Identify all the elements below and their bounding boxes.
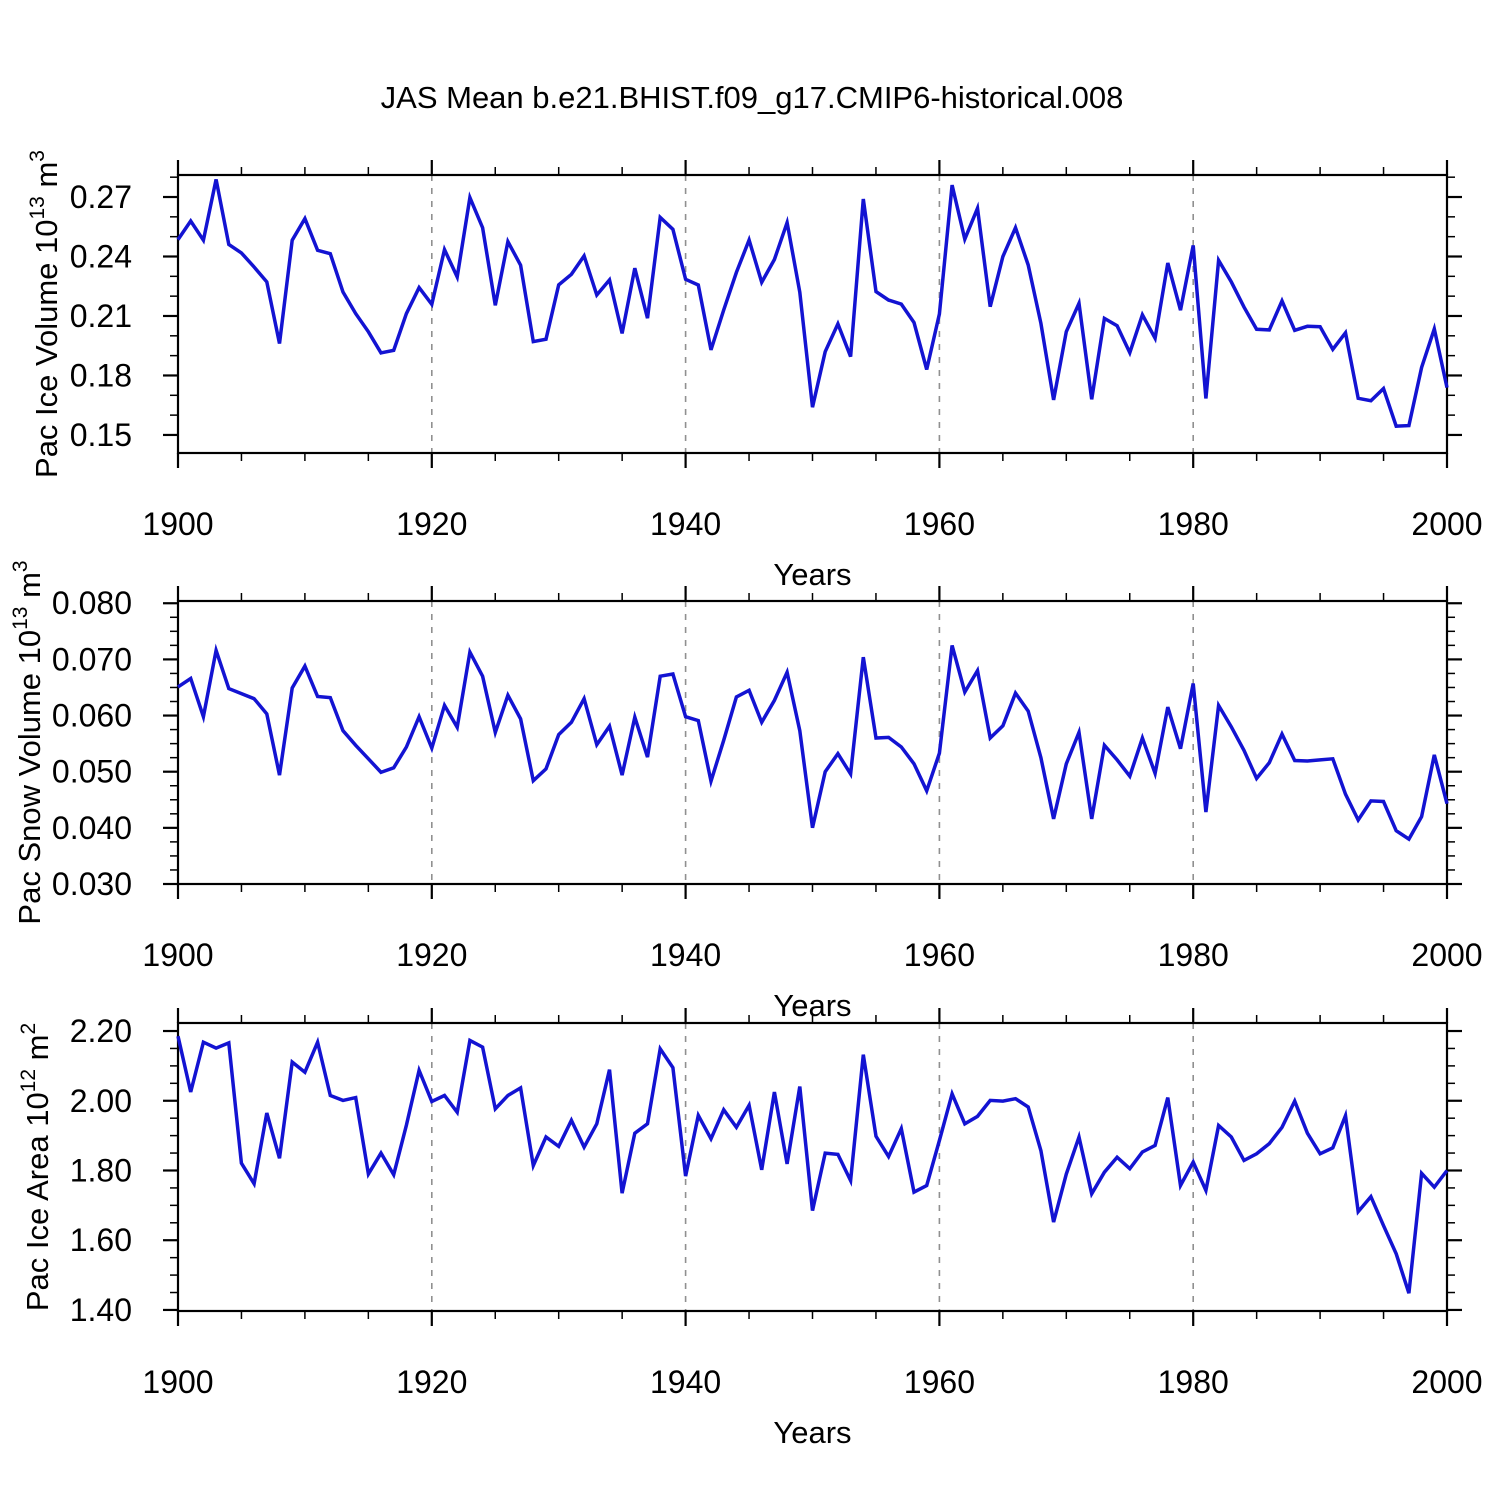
y-tick-label: 0.080 — [52, 585, 132, 621]
x-tick-label: 1980 — [1158, 506, 1229, 542]
y-axis-title-base: Pac Ice Volume 10 — [29, 219, 64, 478]
chart-title: JAS Mean b.e21.BHIST.f09_g17.CMIP6-histo… — [381, 80, 1124, 115]
y-tick-label: 0.15 — [70, 417, 132, 453]
y-axis-title-unit: m — [20, 1035, 55, 1069]
x-tick-label: 2000 — [1411, 506, 1482, 542]
x-tick-label: 1900 — [142, 506, 213, 542]
y-tick-label: 0.070 — [52, 641, 132, 677]
y-axis-title-exponent: 12 — [17, 1069, 40, 1092]
y-axis-title-base: Pac Ice Area 10 — [20, 1092, 55, 1311]
x-tick-label: 1980 — [1158, 1364, 1229, 1400]
x-tick-label: 1960 — [904, 506, 975, 542]
x-tick-label: 1900 — [142, 937, 213, 973]
y-tick-label: 0.18 — [70, 357, 132, 393]
x-axis-title: Years — [773, 1415, 851, 1450]
y-tick-label: 1.60 — [70, 1222, 132, 1258]
y-tick-label: 1.80 — [70, 1152, 132, 1188]
y-tick-label: 0.030 — [52, 866, 132, 902]
x-tick-label: 1960 — [904, 1364, 975, 1400]
x-tick-label: 1920 — [396, 937, 467, 973]
y-axis-title-unit: m — [29, 162, 64, 196]
x-tick-label: 1980 — [1158, 937, 1229, 973]
panel-ice-area: 1.40 1.60 1.80 2.00 2.20 1900 1920 1940 1960 1980… — [17, 1008, 1483, 1450]
y-tick-label: 1.40 — [70, 1292, 132, 1328]
panel-snow-volume: 0.030 0.040 0.050 0.060 0.070 0.080 1900 1920 19… — [9, 560, 1483, 1023]
y-axis-title-base: Pac Snow Volume 10 — [12, 630, 47, 925]
x-tick-label: 1940 — [650, 506, 721, 542]
x-tick-label: 1900 — [142, 1364, 213, 1400]
y-tick-label: 2.00 — [70, 1083, 132, 1119]
y-tick-label: 0.27 — [70, 179, 132, 215]
y-tick-label: 0.060 — [52, 698, 132, 734]
x-tick-label: 2000 — [1411, 937, 1482, 973]
y-axis-title-unit: m — [12, 572, 47, 606]
x-tick-label: 1920 — [396, 506, 467, 542]
data-line — [176, 1035, 1449, 1294]
y-tick-label: 0.040 — [52, 810, 132, 846]
y-axis-title-exponent: 13 — [9, 607, 32, 630]
y-axis-title-exponent: 13 — [26, 196, 49, 219]
y-axis-title-unit-exponent: 3 — [26, 150, 49, 162]
x-axis-title: Years — [773, 557, 851, 592]
y-axis-title-unit-exponent: 2 — [17, 1023, 40, 1035]
x-tick-label: 2000 — [1411, 1364, 1482, 1400]
y-axis-title-unit-exponent: 3 — [9, 560, 32, 572]
plot-frame — [176, 173, 1449, 455]
x-tick-label: 1920 — [396, 1364, 467, 1400]
x-tick-label: 1940 — [650, 937, 721, 973]
data-line — [176, 179, 1449, 429]
y-tick-label: 2.20 — [70, 1013, 132, 1049]
panel-ice-volume: 0.15 0.18 0.21 0.24 0.27 1900 1920 1940 1960 1980… — [26, 150, 1483, 592]
y-tick-label: 0.21 — [70, 298, 132, 334]
y-axis-title: Pac Ice Volume 1013 m3 — [26, 150, 64, 478]
y-tick-label: 0.050 — [52, 754, 132, 790]
y-tick-label: 0.24 — [70, 238, 132, 274]
x-tick-label: 1940 — [650, 1364, 721, 1400]
data-line — [177, 643, 1449, 842]
plot-frame — [176, 599, 1449, 886]
y-axis-title: Pac Snow Volume 1013 m3 — [9, 560, 47, 924]
y-axis-title: Pac Ice Area 1012 m2 — [17, 1023, 55, 1311]
x-tick-label: 1960 — [904, 937, 975, 973]
